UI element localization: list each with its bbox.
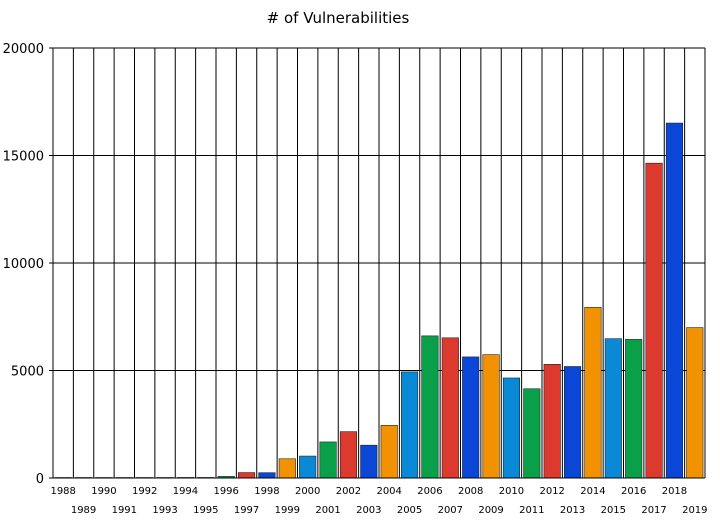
- bar-2015: [604, 338, 622, 479]
- bar-2014: [584, 307, 602, 479]
- y-tick-label: 15000: [3, 150, 44, 165]
- x-tick-label: 2000: [295, 486, 320, 497]
- bar-2003: [360, 444, 378, 479]
- bar-1998: [258, 472, 276, 479]
- x-tick-label: 1989: [71, 505, 96, 516]
- x-tick-label: 2003: [356, 505, 381, 516]
- x-tick-label: 2016: [621, 486, 646, 497]
- x-tick-label: 2017: [641, 505, 666, 516]
- bar-2006: [421, 335, 439, 479]
- x-tick-label: 2002: [336, 486, 361, 497]
- x-tick-label: 2010: [499, 486, 524, 497]
- x-tick-label: 1998: [254, 486, 279, 497]
- bar-2001: [319, 441, 337, 479]
- x-tick-label: 1990: [91, 486, 116, 497]
- bar-2018: [665, 122, 683, 479]
- bar-2013: [564, 366, 582, 479]
- bar-2017: [645, 162, 663, 479]
- x-tick-label: 2011: [519, 505, 544, 516]
- axes: [52, 48, 705, 479]
- x-tick-label: 2018: [662, 486, 687, 497]
- y-tick-label: 5000: [11, 365, 44, 380]
- x-tick-label: 1993: [152, 505, 177, 516]
- bar-2002: [339, 431, 357, 479]
- x-tick-label: 1999: [275, 505, 300, 516]
- x-tick-label: 2008: [458, 486, 483, 497]
- x-tick-label: 2014: [580, 486, 605, 497]
- x-tick-label: 2007: [438, 505, 463, 516]
- x-tick-label: 1988: [50, 486, 75, 497]
- bar-1997: [238, 472, 256, 479]
- x-tick-label: 1992: [132, 486, 157, 497]
- x-tick-label: 2005: [397, 505, 422, 516]
- bar-2011: [523, 388, 541, 479]
- x-tick-label: 2019: [682, 505, 707, 516]
- bar-2004: [380, 424, 398, 479]
- bar-2005: [401, 371, 419, 479]
- chart-title: # of Vulnerabilities: [267, 9, 410, 27]
- y-tick-labels: 0 5000 10000 15000 20000: [3, 42, 44, 487]
- x-tick-label: 2004: [376, 486, 401, 497]
- y-tick-label: 0: [36, 472, 44, 487]
- bar-2019: [686, 327, 704, 479]
- bar-2016: [625, 339, 643, 479]
- x-tick-label: 1995: [193, 505, 218, 516]
- bar-2000: [299, 455, 317, 479]
- x-tick-label: 1997: [234, 505, 259, 516]
- x-tick-label: 2013: [560, 505, 585, 516]
- y-tick-label: 20000: [3, 42, 44, 57]
- y-tick-label: 10000: [3, 257, 44, 272]
- x-tick-label: 2015: [601, 505, 626, 516]
- bar-2010: [502, 377, 520, 479]
- bar-1999: [278, 458, 296, 479]
- bar-2009: [482, 354, 500, 479]
- x-tick-label: 2009: [478, 505, 503, 516]
- x-tick-labels: 1988 1989 1990 1991 1992 1993 1994 1995 1996 1997…: [50, 486, 707, 516]
- bar-2012: [543, 364, 561, 479]
- x-tick-label: 2012: [539, 486, 564, 497]
- x-tick-label: 1996: [213, 486, 238, 497]
- x-tick-label: 1991: [112, 505, 137, 516]
- x-tick-label: 2006: [417, 486, 442, 497]
- x-tick-label: 2001: [315, 505, 340, 516]
- x-tick-label: 1994: [173, 486, 198, 497]
- bar-2007: [441, 337, 459, 479]
- bar-2008: [462, 356, 480, 479]
